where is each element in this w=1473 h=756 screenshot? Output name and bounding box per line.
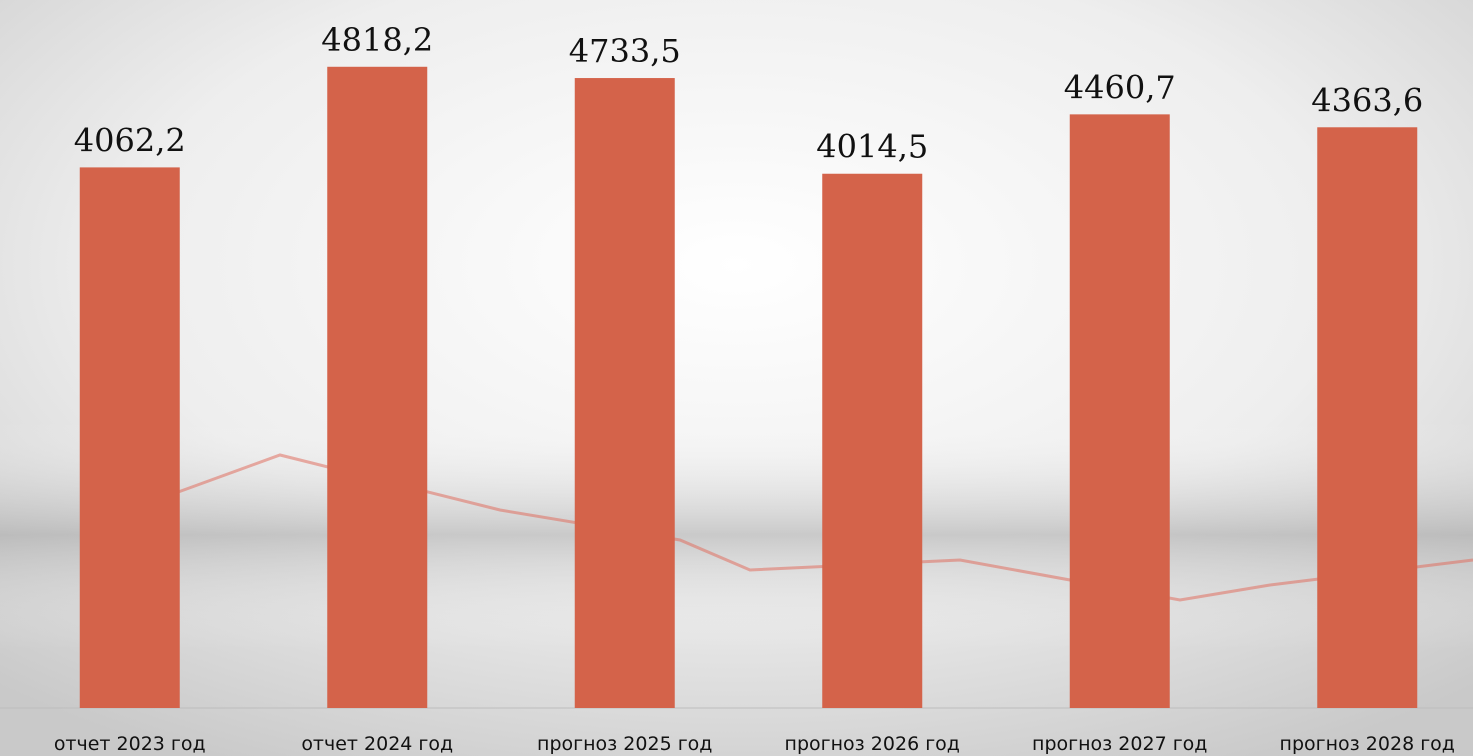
data-label: 4062,2 xyxy=(74,121,186,159)
data-label: 4014,5 xyxy=(816,128,928,166)
bar xyxy=(1069,114,1170,708)
bar xyxy=(327,66,428,709)
bar xyxy=(79,167,180,709)
x-tick-label: прогноз 2026 год xyxy=(785,733,960,755)
bar xyxy=(574,78,675,709)
bar xyxy=(822,173,923,708)
background-decor xyxy=(0,420,1473,650)
x-tick-label: отчет 2024 год xyxy=(301,733,453,755)
data-label: 4818,2 xyxy=(321,21,433,59)
x-tick-label: прогноз 2028 год xyxy=(1280,733,1455,755)
data-label: 4733,5 xyxy=(569,32,681,70)
x-tick-label: отчет 2023 год xyxy=(54,733,206,755)
x-tick-label: прогноз 2027 год xyxy=(1032,733,1207,755)
bar xyxy=(1317,127,1418,709)
data-label: 4460,7 xyxy=(1064,68,1176,106)
data-label: 4363,6 xyxy=(1311,81,1423,119)
x-tick-label: прогноз 2025 год xyxy=(537,733,712,755)
